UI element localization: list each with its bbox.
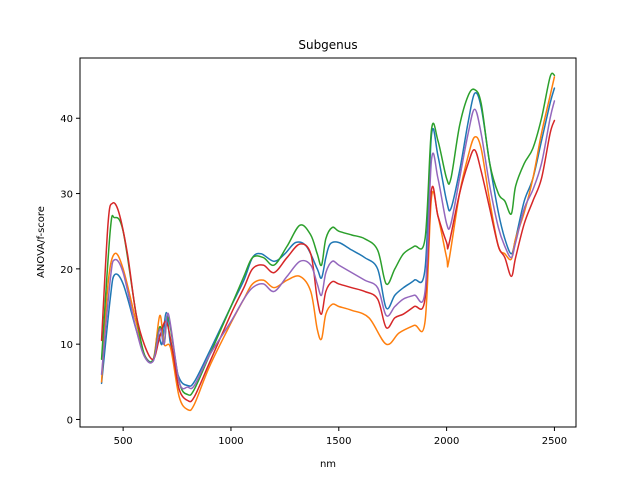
x-tick-label: 1000 bbox=[218, 436, 243, 447]
y-tick-label: 30 bbox=[60, 190, 73, 201]
y-tick-label: 10 bbox=[60, 340, 73, 351]
ticks-layer: 500 1000 1500 2000 2500 0 10 20 30 40 bbox=[60, 114, 567, 447]
plot-frame bbox=[79, 57, 577, 428]
y-axis-label: ANOVA/f-score bbox=[36, 206, 47, 278]
y-tick-label: 40 bbox=[60, 114, 73, 125]
series-line-5 bbox=[100, 100, 556, 390]
x-axis-label: nm bbox=[320, 459, 336, 470]
series-layer bbox=[100, 72, 556, 412]
y-tick-label: 20 bbox=[60, 265, 73, 276]
x-tick-label: 500 bbox=[114, 436, 133, 447]
y-tick-label: 0 bbox=[67, 415, 73, 426]
chart-title: Subgenus bbox=[298, 38, 357, 52]
x-tick-label: 2500 bbox=[542, 436, 567, 447]
x-tick-label: 1500 bbox=[326, 436, 351, 447]
series-line-4 bbox=[100, 119, 556, 403]
x-tick-label: 2000 bbox=[434, 436, 459, 447]
